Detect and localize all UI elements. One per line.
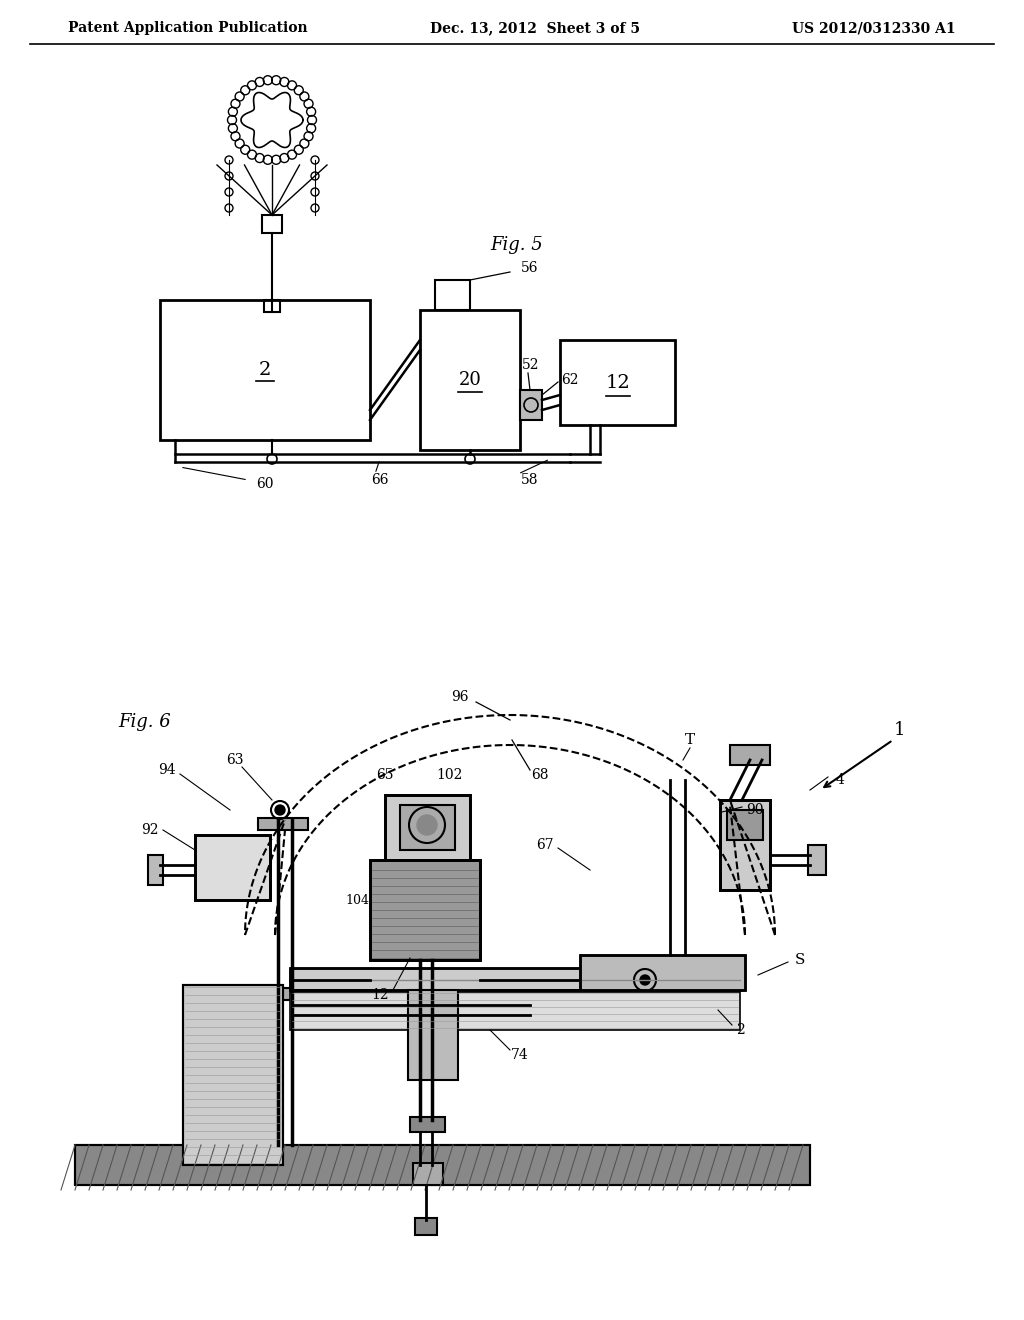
Text: Patent Application Publication: Patent Application Publication — [68, 21, 307, 36]
Bar — [160, 300, 370, 440]
Bar — [262, 215, 282, 234]
Bar — [580, 954, 745, 990]
Bar — [290, 968, 740, 990]
Text: 74: 74 — [511, 1048, 528, 1063]
Bar — [264, 300, 280, 312]
Text: 66: 66 — [372, 473, 389, 487]
Text: 60: 60 — [256, 477, 273, 491]
Bar — [258, 818, 308, 830]
Bar — [385, 795, 470, 861]
Text: 12: 12 — [605, 374, 630, 392]
Text: 94: 94 — [158, 763, 176, 777]
Bar — [408, 990, 458, 1080]
Bar — [580, 954, 745, 990]
Bar — [148, 855, 163, 884]
Text: 56: 56 — [521, 261, 539, 275]
Bar — [720, 800, 770, 890]
Text: 4: 4 — [836, 774, 845, 787]
Text: 96: 96 — [452, 690, 469, 704]
Bar — [258, 987, 308, 1001]
Bar — [183, 985, 283, 1166]
Bar — [560, 341, 675, 425]
Text: 58: 58 — [521, 473, 539, 487]
Bar — [75, 1144, 810, 1185]
Text: 65: 65 — [376, 768, 394, 781]
Bar — [720, 800, 770, 890]
Text: US 2012/0312330 A1: US 2012/0312330 A1 — [793, 21, 956, 36]
Bar — [183, 985, 283, 1166]
Text: 104: 104 — [345, 894, 369, 907]
Bar — [195, 836, 270, 900]
Bar — [808, 845, 826, 875]
Text: 68: 68 — [531, 768, 549, 781]
Bar — [370, 861, 480, 960]
Text: 2: 2 — [735, 1023, 744, 1038]
Bar — [730, 744, 770, 766]
Bar — [385, 795, 470, 861]
Text: Fig. 6: Fig. 6 — [118, 713, 171, 731]
Text: 20: 20 — [459, 371, 481, 389]
Text: 52: 52 — [522, 358, 540, 372]
Text: 67: 67 — [537, 838, 554, 851]
Bar — [413, 1163, 443, 1185]
Circle shape — [417, 814, 437, 836]
Text: Dec. 13, 2012  Sheet 3 of 5: Dec. 13, 2012 Sheet 3 of 5 — [430, 21, 640, 36]
Bar — [420, 310, 520, 450]
Text: 102: 102 — [437, 768, 463, 781]
Bar — [370, 861, 480, 960]
Bar — [290, 968, 740, 990]
Text: 63: 63 — [226, 752, 244, 767]
Circle shape — [640, 975, 650, 985]
Bar — [435, 280, 470, 310]
Text: 90: 90 — [746, 803, 764, 817]
Bar — [195, 836, 270, 900]
Bar — [520, 389, 542, 420]
Bar — [290, 993, 740, 1030]
Text: 92: 92 — [141, 822, 159, 837]
Bar — [415, 1218, 437, 1236]
Text: 12: 12 — [371, 987, 389, 1002]
Text: 1: 1 — [894, 721, 906, 739]
Text: Fig. 5: Fig. 5 — [490, 236, 543, 253]
Text: T: T — [685, 733, 695, 747]
Bar — [400, 805, 455, 850]
Text: 62: 62 — [561, 374, 579, 387]
Bar — [410, 1117, 445, 1133]
Bar — [75, 1144, 810, 1185]
Bar — [727, 810, 763, 840]
Circle shape — [275, 805, 285, 814]
Text: 2: 2 — [259, 360, 271, 379]
Text: S: S — [795, 953, 805, 968]
